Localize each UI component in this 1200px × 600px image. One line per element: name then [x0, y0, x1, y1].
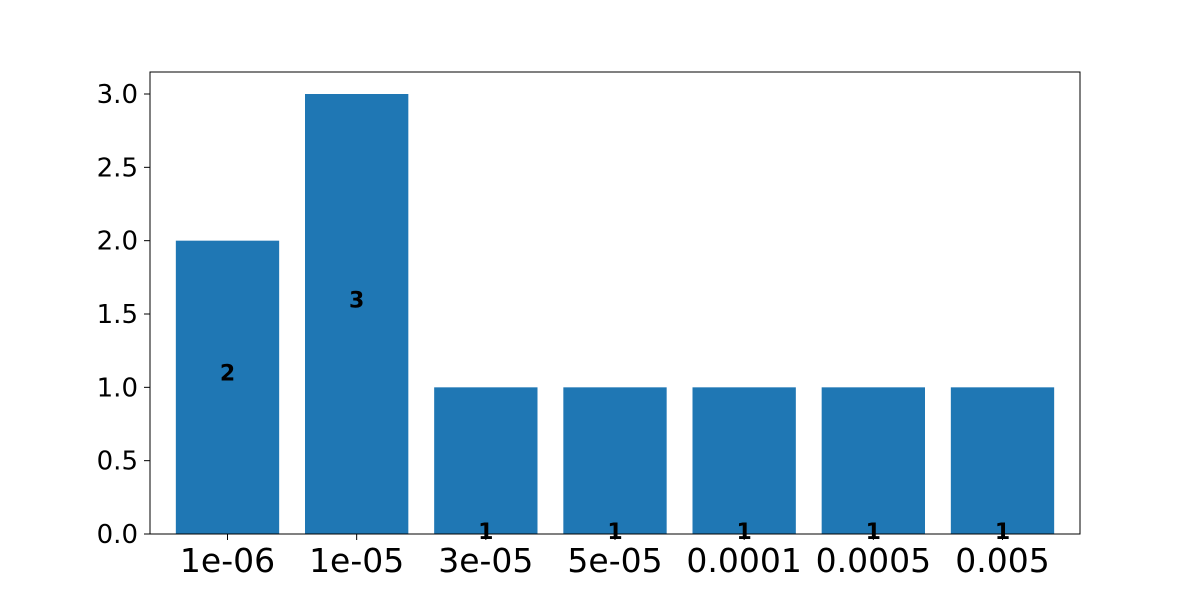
bar-1e-05 — [305, 94, 409, 534]
y-axis: 0.0 0.5 1.0 1.5 2.0 2.5 3.0 — [97, 80, 150, 550]
bar-3e-05 — [434, 387, 538, 534]
y-tick-label: 1.0 — [97, 373, 138, 403]
x-tick-label: 0.0005 — [816, 541, 931, 580]
y-tick-label: 3.0 — [97, 80, 138, 110]
bar-value-label: 1 — [866, 520, 881, 545]
x-axis: 1e-06 1e-05 3e-05 5e-05 0.0001 0.0005 0.005 — [180, 534, 1050, 580]
bar-0.005 — [950, 387, 1055, 534]
x-tick-label: 3e-05 — [438, 541, 533, 580]
x-tick-label: 0.005 — [955, 541, 1049, 580]
x-tick-label: 0.0001 — [686, 541, 801, 580]
bar-value-label: 1 — [478, 520, 493, 545]
bars-group — [175, 94, 1055, 534]
y-tick-label: 0.5 — [97, 447, 138, 477]
y-tick-label: 0.0 — [97, 520, 138, 550]
bar-value-label: 1 — [737, 520, 752, 545]
bar-value-label: 2 — [220, 362, 235, 387]
x-tick-label: 5e-05 — [567, 541, 662, 580]
x-tick-label: 1e-06 — [180, 541, 275, 580]
bar-5e-05 — [563, 387, 667, 534]
bar-value-label: 1 — [995, 520, 1010, 545]
y-tick-label: 1.5 — [97, 300, 138, 330]
bar-0.0001 — [692, 387, 796, 534]
y-tick-label: 2.5 — [97, 153, 138, 183]
bar-labels-group: 2 3 1 1 1 1 1 — [220, 288, 1010, 545]
bar-1e-06 — [175, 240, 280, 534]
bar-value-label: 3 — [349, 288, 364, 313]
y-tick-label: 2.0 — [97, 227, 138, 257]
bar-value-label: 1 — [607, 520, 622, 545]
bar-0.0005 — [821, 387, 925, 534]
x-tick-label: 1e-05 — [309, 541, 404, 580]
